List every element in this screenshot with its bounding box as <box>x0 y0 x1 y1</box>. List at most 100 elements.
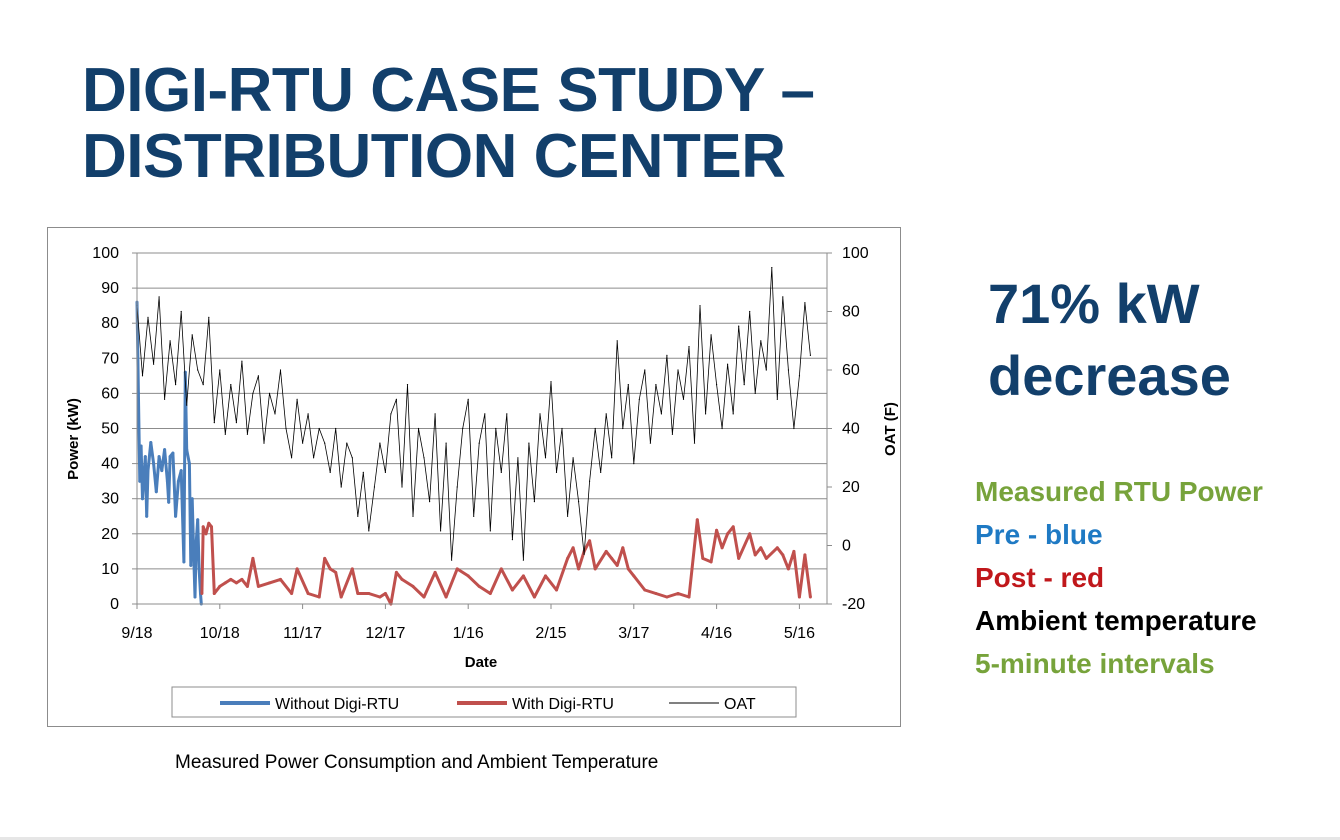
note-post-red: Post - red <box>975 562 1105 593</box>
data-point <box>357 515 359 517</box>
data-point <box>467 398 469 400</box>
data-point <box>649 442 652 444</box>
data-point <box>340 486 342 488</box>
data-point <box>218 584 222 588</box>
data-point <box>210 525 213 529</box>
data-point <box>693 442 696 444</box>
bottom-rule <box>0 837 1340 840</box>
data-point <box>241 360 243 362</box>
data-point <box>174 514 178 518</box>
note-measured-power: Measured RTU Power <box>975 476 1263 507</box>
data-point <box>141 497 144 501</box>
data-point <box>511 539 513 541</box>
chart-series <box>135 267 812 606</box>
data-point <box>219 369 221 371</box>
data-point <box>252 392 254 394</box>
chart-legend: Without Digi-RTU With Digi-RTU OAT <box>171 686 797 718</box>
series-without-digi-rtu <box>135 300 203 606</box>
data-point <box>201 525 205 529</box>
legend-label-with: With Digi-RTU <box>512 696 614 713</box>
data-point <box>567 515 569 517</box>
note-ambient: Ambient temperature <box>975 605 1257 636</box>
stat-line2: decrease <box>988 344 1231 407</box>
data-point <box>383 592 387 595</box>
data-point <box>234 581 238 585</box>
data-point <box>594 427 596 430</box>
data-point <box>682 398 685 400</box>
y-tick-label: 100 <box>92 245 119 262</box>
data-point <box>171 451 175 455</box>
data-point <box>306 592 310 595</box>
data-point <box>809 354 812 356</box>
data-point <box>765 369 767 371</box>
data-point <box>307 413 309 415</box>
data-point <box>715 528 719 532</box>
data-point <box>251 556 255 560</box>
y2-tick-label: -20 <box>842 596 865 613</box>
data-point <box>660 413 663 415</box>
data-point <box>532 595 536 599</box>
data-point <box>709 560 713 564</box>
series-oat <box>136 267 812 561</box>
data-point <box>738 325 740 327</box>
data-point <box>775 546 779 550</box>
data-point <box>444 595 448 599</box>
data-point <box>318 427 320 430</box>
data-point <box>189 563 193 567</box>
data-point <box>676 592 680 595</box>
data-point <box>615 563 619 567</box>
data-point <box>787 369 790 371</box>
data-point <box>256 584 260 588</box>
y2-tick-label: 0 <box>842 538 851 555</box>
data-point <box>145 514 149 518</box>
data-point <box>368 530 370 532</box>
y2-axis-label: OAT (F) <box>882 402 899 456</box>
data-point <box>378 595 382 599</box>
data-point <box>136 391 140 395</box>
data-point <box>175 384 177 386</box>
data-point <box>489 530 491 532</box>
data-point <box>208 316 210 318</box>
data-point <box>544 457 547 459</box>
data-point <box>197 567 201 571</box>
data-point <box>411 584 415 588</box>
data-point <box>230 384 232 386</box>
data-point <box>163 448 167 452</box>
data-point <box>202 384 204 386</box>
data-point <box>666 354 668 356</box>
x-tick-label: 12/17 <box>365 625 405 642</box>
data-point <box>550 381 552 383</box>
data-point <box>235 422 237 424</box>
data-point <box>743 384 745 386</box>
data-point <box>737 556 741 560</box>
data-point <box>588 539 592 543</box>
data-point <box>488 592 492 595</box>
data-point <box>793 427 795 430</box>
data-point <box>434 413 436 415</box>
x-tick-label: 2/15 <box>535 625 566 642</box>
series-line <box>200 518 812 606</box>
data-point <box>313 457 315 459</box>
slide-title-line1: DIGI-RTU CASE STUDY – <box>82 56 815 125</box>
data-point <box>146 469 150 473</box>
data-point <box>695 518 699 522</box>
data-point <box>279 369 282 371</box>
chart-caption: Measured Power Consumption and Ambient T… <box>175 752 659 773</box>
data-point <box>207 521 211 525</box>
data-point <box>583 553 585 555</box>
data-point <box>169 340 171 342</box>
data-point <box>611 457 613 459</box>
x-tick-label: 4/16 <box>701 625 732 642</box>
data-point <box>555 471 558 473</box>
data-point <box>577 567 581 571</box>
data-point <box>477 584 481 588</box>
y-tick-label: 0 <box>110 596 119 613</box>
y2-tick-label: 80 <box>842 304 860 321</box>
data-point <box>451 559 453 561</box>
data-point <box>764 556 768 560</box>
data-point <box>291 457 293 459</box>
data-point <box>152 462 156 466</box>
data-point <box>495 427 497 430</box>
data-point <box>798 375 801 377</box>
data-point <box>179 469 183 473</box>
